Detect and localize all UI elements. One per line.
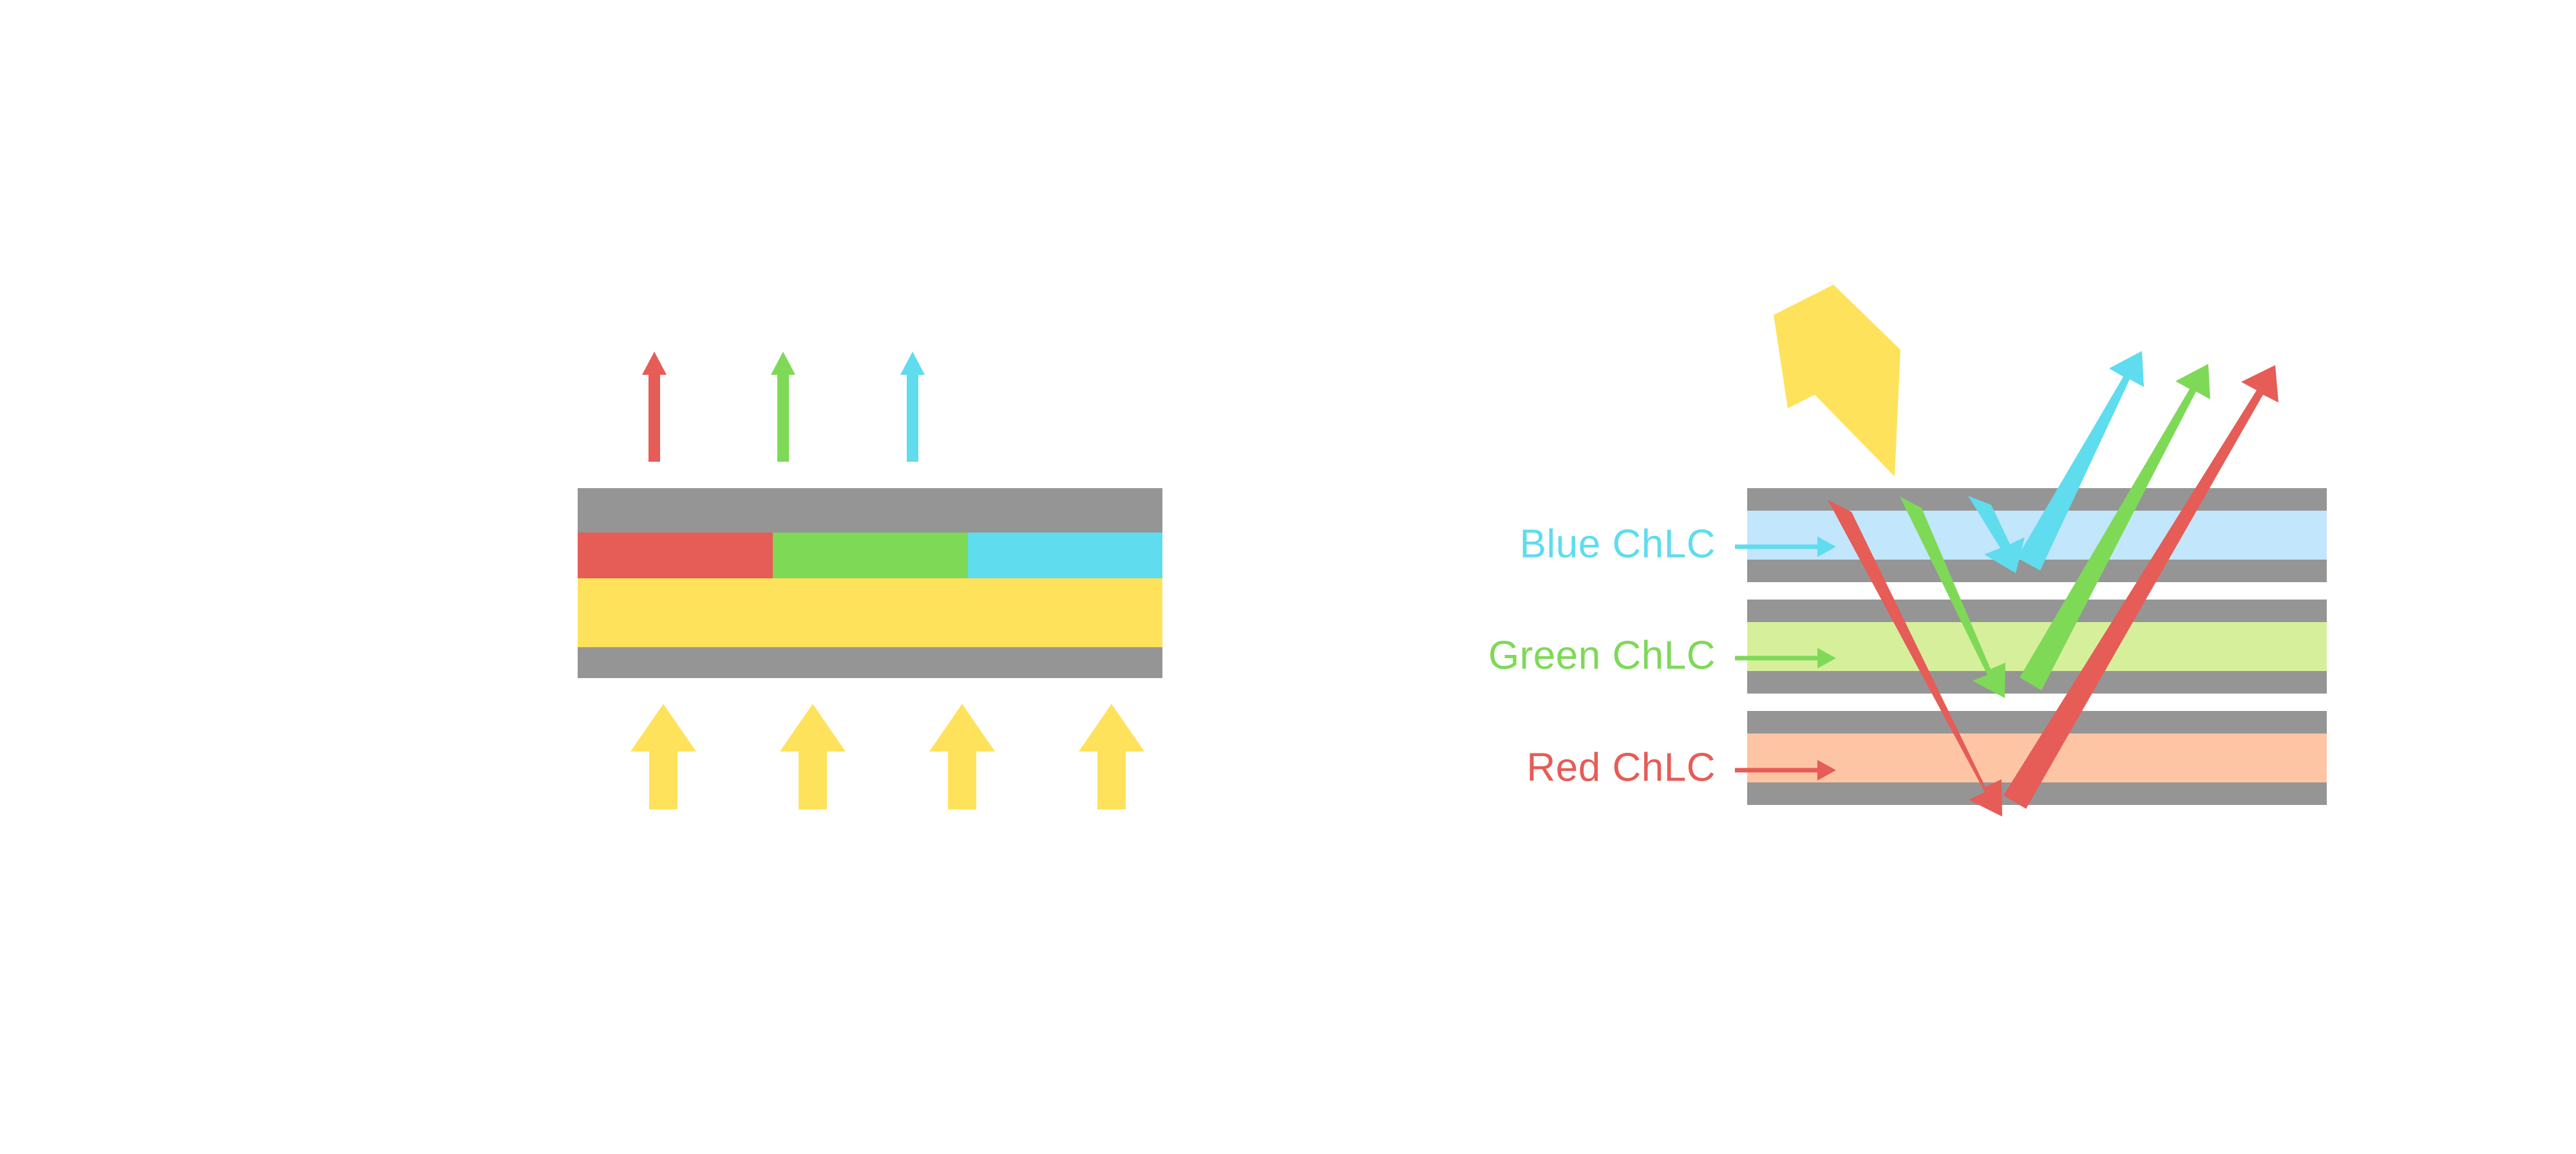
emissive-device-stack bbox=[578, 488, 1162, 678]
emitted-light-arrows bbox=[642, 352, 925, 462]
backlight-arrow-1 bbox=[630, 704, 696, 809]
top-electrode-layer bbox=[578, 488, 1162, 533]
backlight-arrows bbox=[630, 704, 1144, 809]
blue-ray-pair bbox=[1968, 351, 2144, 573]
blue-chlc-label-group: Blue ChLC bbox=[1520, 522, 1836, 566]
backlight-arrow-2 bbox=[780, 704, 846, 809]
gray-electrode-layer-5 bbox=[1747, 711, 2327, 733]
green-emission-arrow bbox=[771, 352, 795, 462]
red-ray-pair bbox=[1828, 365, 2278, 817]
backlight-arrow-4 bbox=[1079, 704, 1144, 809]
blue-chlc-label-arrowhead bbox=[1817, 536, 1836, 557]
green-color-filter bbox=[773, 533, 968, 578]
incident-white-light-arrow bbox=[1774, 285, 1900, 477]
green-incident-ray-arrow bbox=[1900, 497, 2005, 698]
backlight-arrow-3 bbox=[929, 704, 995, 809]
red-incident-ray-arrow bbox=[1828, 500, 2002, 817]
blue-color-filter bbox=[968, 533, 1162, 578]
green-chlc-label-group: Green ChLC bbox=[1488, 633, 1836, 677]
green-ray-pair bbox=[1900, 364, 2210, 698]
gray-electrode-layer-3 bbox=[1747, 600, 2327, 622]
right-reflective-panel: Blue ChLC Green ChLC Red ChLC bbox=[1488, 285, 2327, 817]
red-color-filter bbox=[578, 533, 773, 578]
red-chlc-label-arrowhead bbox=[1817, 760, 1836, 780]
red-reflected-ray-arrow bbox=[2003, 365, 2278, 809]
red-chlc-label: Red ChLC bbox=[1527, 745, 1716, 790]
left-emissive-panel bbox=[578, 352, 1162, 809]
green-reflected-ray-arrow bbox=[2020, 364, 2210, 690]
gray-electrode-layer-1 bbox=[1747, 488, 2327, 511]
red-emission-arrow bbox=[642, 352, 667, 462]
yellow-backlight-layer bbox=[578, 578, 1162, 647]
blue-incident-ray-arrow bbox=[1968, 496, 2025, 573]
blue-emission-arrow bbox=[900, 352, 925, 462]
green-chlc-label-arrowhead bbox=[1817, 648, 1836, 668]
blue-reflected-ray-arrow bbox=[2017, 351, 2144, 571]
green-chlc-label: Green ChLC bbox=[1488, 633, 1716, 677]
blue-chlc-label: Blue ChLC bbox=[1520, 522, 1716, 566]
red-chlc-label-group: Red ChLC bbox=[1527, 745, 1836, 790]
bottom-electrode-layer bbox=[578, 647, 1162, 678]
